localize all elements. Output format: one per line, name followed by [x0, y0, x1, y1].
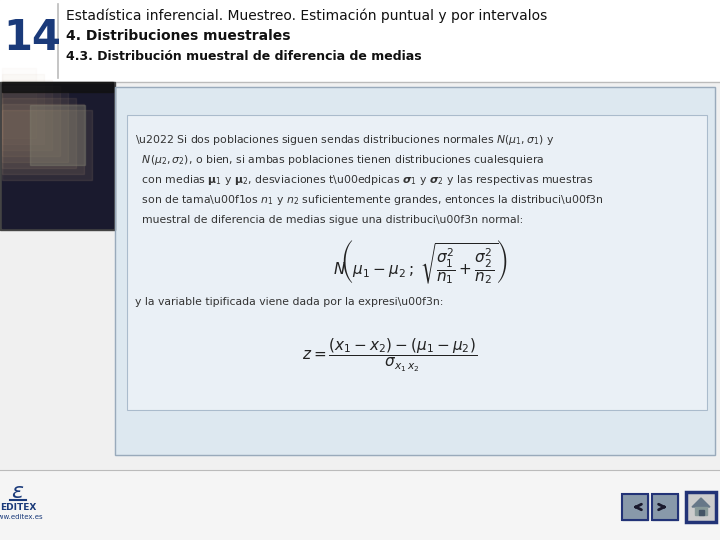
Text: 14: 14	[3, 17, 61, 59]
Bar	[2, 110, 92, 180]
Bar	[2, 98, 76, 168]
Text: $\varepsilon$: $\varepsilon$	[12, 482, 24, 502]
Bar	[127, 115, 707, 410]
Bar	[686, 492, 716, 522]
Text: y la variable tipificada viene dada por la expresi\u00f3n:: y la variable tipificada viene dada por …	[135, 297, 444, 307]
Bar	[2, 80, 52, 150]
Text: muestral de diferencia de medias sigue una distribuci\u00f3n normal:: muestral de diferencia de medias sigue u…	[135, 215, 523, 225]
Text: \u2022 Si dos poblaciones siguen sendas distribuciones normales $N(\mu_1, \sigma: \u2022 Si dos poblaciones siguen sendas …	[135, 133, 554, 147]
Bar	[115, 87, 715, 455]
Bar	[115, 87, 715, 455]
Text: EDITEX: EDITEX	[0, 503, 36, 512]
Text: con medias $\mathbf{\mu}_1$ y $\mathbf{\mu}_2$, desviaciones t\u00edpicas $\bold: con medias $\mathbf{\mu}_1$ y $\mathbf{\…	[135, 173, 593, 187]
Bar	[2, 104, 84, 174]
Bar	[695, 507, 707, 515]
Bar	[686, 492, 716, 522]
Bar	[0, 0, 720, 82]
Bar	[2, 74, 44, 144]
Bar	[2, 82, 113, 92]
Bar	[2, 68, 36, 138]
Text: son de tama\u00f1os $n_1$ y $n_2$ suficientemente grandes, entonces la distribuc: son de tama\u00f1os $n_1$ y $n_2$ sufici…	[135, 193, 604, 207]
Bar	[2, 86, 60, 156]
Text: 4. Distribuciones muestrales: 4. Distribuciones muestrales	[66, 29, 290, 43]
Text: www.editex.es: www.editex.es	[0, 514, 43, 520]
Text: $N(\mu_2, \sigma_2)$, o bien, si ambas poblaciones tienen distribuciones cualesq: $N(\mu_2, \sigma_2)$, o bien, si ambas p…	[135, 153, 544, 167]
Bar	[652, 494, 678, 520]
Bar	[622, 494, 648, 520]
Bar	[622, 494, 648, 520]
Bar	[2, 92, 68, 162]
Text: $N\!\left(\mu_1 - \mu_2\,;\; \sqrt{\dfrac{\sigma_1^2}{n_1} + \dfrac{\sigma_2^2}{: $N\!\left(\mu_1 - \mu_2\,;\; \sqrt{\dfra…	[333, 238, 507, 286]
Bar	[698, 510, 703, 515]
Bar	[652, 494, 678, 520]
Text: $z = \dfrac{(x_1 - x_2) - (\mu_1 - \mu_2)}{\sigma_{x_1\, x_2}}$: $z = \dfrac{(x_1 - x_2) - (\mu_1 - \mu_2…	[302, 336, 477, 374]
Bar	[127, 115, 707, 410]
Polygon shape	[692, 498, 710, 507]
Text: Estadística inferencial. Muestreo. Estimación puntual y por intervalos: Estadística inferencial. Muestreo. Estim…	[66, 9, 547, 23]
Bar	[0, 82, 115, 230]
Bar	[30, 105, 85, 165]
Bar	[0, 470, 720, 540]
Bar	[2, 84, 113, 228]
Text: 4.3. Distribución muestral de diferencia de medias: 4.3. Distribución muestral de diferencia…	[66, 50, 422, 63]
